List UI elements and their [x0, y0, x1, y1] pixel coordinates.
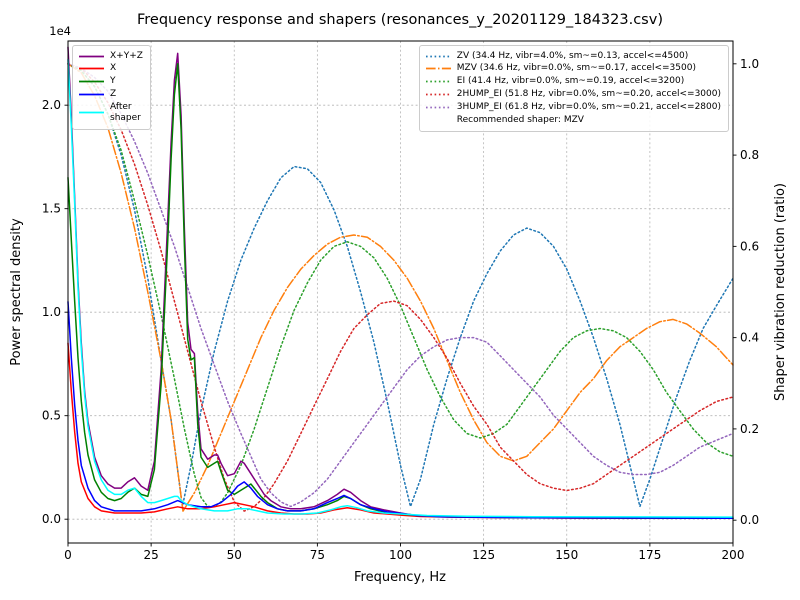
- legend-line-swatch: [425, 68, 451, 70]
- x-tick-label: 175: [638, 548, 661, 562]
- left-y-tick-label: 1.5: [42, 202, 61, 216]
- psd-curve-x-y-z: [67, 46, 734, 519]
- right-y-tick-label: 0.6: [740, 239, 759, 253]
- left-y-tick-label: 2.0: [42, 98, 61, 112]
- right-y-tick-label: 0.0: [740, 513, 759, 527]
- left-y-tick-label: 0.5: [42, 409, 61, 423]
- x-tick-label: 150: [555, 548, 578, 562]
- legend-entry-after-shaper: After shaper: [78, 102, 143, 125]
- legend-entry-label: X+Y+Z: [110, 50, 143, 61]
- legend-line-swatch: [425, 55, 451, 57]
- shaper-curve-3hump-ei: [67, 63, 734, 508]
- legend-entry-y: Y: [78, 76, 143, 87]
- right-y-tick-label: 0.8: [740, 148, 759, 162]
- legend-entry-ei: EI (41.4 Hz, vibr=0.0%, sm~=0.19, accel<…: [425, 76, 721, 87]
- x-tick-label: 100: [389, 548, 412, 562]
- legend-entry-label: ZV (34.4 Hz, vibr=4.0%, sm~=0.13, accel<…: [456, 50, 689, 61]
- chart-title: Frequency response and shapers (resonanc…: [137, 12, 663, 28]
- legend-line-swatch: [79, 55, 104, 57]
- legend-line-swatch: [425, 80, 451, 83]
- recommended-shaper-note: Recommended shaper: MZV: [425, 114, 721, 126]
- left-y-tick-label: 1.0: [42, 305, 61, 319]
- left-y-tick-label: 0.0: [42, 512, 61, 526]
- x-tick-label: 125: [472, 548, 495, 562]
- legend-line-swatch: [79, 93, 104, 96]
- right-y-tick-label: 1.0: [740, 57, 759, 71]
- x-tick-label: 200: [722, 548, 745, 562]
- shaper-legend: ZV (34.4 Hz, vibr=4.0%, sm~=0.13, accel<…: [418, 45, 729, 132]
- legend-entry-x: X: [78, 63, 143, 74]
- plot-border: [67, 40, 734, 544]
- shaper-curve-zv: [67, 63, 734, 508]
- left-y-axis-label: Power spectral density: [9, 218, 24, 366]
- legend-entry-label: Z: [110, 88, 117, 99]
- legend-entry-label: Y: [110, 76, 116, 86]
- legend-entry-mzv: MZV (34.6 Hz, vibr=0.0%, sm~=0.17, accel…: [425, 63, 721, 74]
- legend-line-swatch: [425, 93, 451, 96]
- psd-legend: X+Y+Z X Y Z After shaper: [72, 45, 151, 130]
- shaper-curve-2hump-ei: [67, 63, 734, 512]
- legend-entry-x-y-z: X+Y+Z: [78, 51, 143, 62]
- legend-line-swatch: [425, 106, 451, 108]
- psd-curve-y: [67, 63, 734, 519]
- psd-curve-x: [67, 342, 734, 519]
- right-y-axis-label: Shaper vibration reduction (ratio): [773, 183, 788, 401]
- y-axis-multiplier: 1e4: [49, 24, 71, 38]
- x-tick-label: 0: [64, 548, 72, 562]
- shaper-curve-mzv: [67, 63, 734, 512]
- x-tick-label: 25: [143, 548, 158, 562]
- legend-line-swatch: [79, 111, 104, 114]
- legend-entry-label: X: [110, 63, 117, 74]
- legend-entry-3hump-ei: 3HUMP_EI (61.8 Hz, vibr=0.0%, sm~=0.21, …: [425, 102, 721, 113]
- legend-entry-zv: ZV (34.4 Hz, vibr=4.0%, sm~=0.13, accel<…: [425, 51, 721, 62]
- right-y-tick-label: 0.2: [740, 422, 759, 436]
- x-tick-label: 75: [310, 548, 325, 562]
- legend-entry-2hump-ei: 2HUMP_EI (51.8 Hz, vibr=0.0%, sm~=0.20, …: [425, 89, 721, 100]
- legend-line-swatch: [79, 68, 104, 70]
- legend-entry-label: 3HUMP_EI (61.8 Hz, vibr=0.0%, sm~=0.21, …: [456, 101, 721, 112]
- legend-entry-label: After shaper: [110, 101, 141, 123]
- legend-line-swatch: [79, 80, 104, 83]
- psd-curve-z: [67, 301, 734, 519]
- right-y-tick-label: 0.4: [740, 331, 759, 345]
- legend-entry-label: MZV (34.6 Hz, vibr=0.0%, sm~=0.17, accel…: [456, 63, 696, 74]
- legend-entry-label: 2HUMP_EI (51.8 Hz, vibr=0.0%, sm~=0.20, …: [456, 88, 721, 99]
- x-tick-label: 50: [227, 548, 242, 562]
- recommended-shaper-text: Recommended shaper: MZV: [456, 115, 584, 126]
- x-axis-label: Frequency, Hz: [354, 570, 446, 585]
- legend-entry-label: EI (41.4 Hz, vibr=0.0%, sm~=0.19, accel<…: [456, 76, 685, 86]
- psd-curve-after-shaper: [67, 58, 734, 518]
- shaper-curve-ei: [67, 63, 734, 508]
- legend-entry-z: Z: [78, 89, 143, 100]
